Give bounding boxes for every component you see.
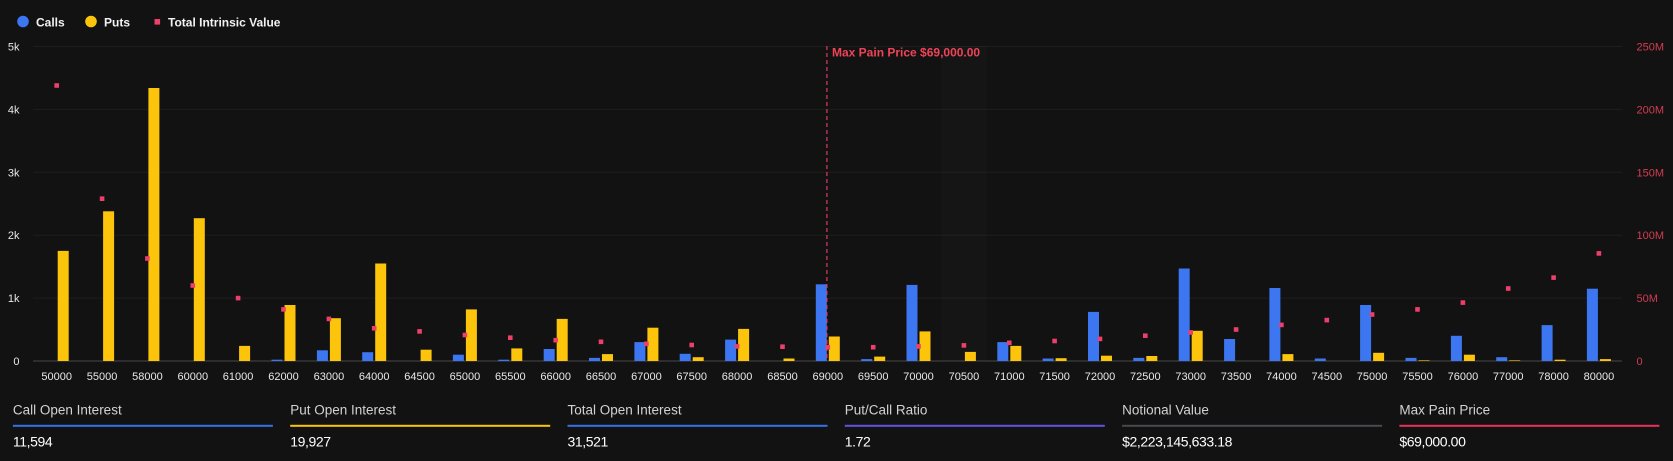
svg-text:Total Open Interest: Total Open Interest — [568, 403, 682, 418]
svg-text:70000: 70000 — [903, 371, 934, 383]
svg-text:62000: 62000 — [268, 371, 299, 383]
svg-text:71500: 71500 — [1039, 371, 1070, 383]
svg-text:72500: 72500 — [1130, 371, 1161, 383]
svg-text:75500: 75500 — [1402, 371, 1433, 383]
svg-text:0: 0 — [1637, 356, 1643, 368]
svg-text:63000: 63000 — [314, 371, 345, 383]
svg-text:80000: 80000 — [1584, 371, 1615, 383]
svg-text:73500: 73500 — [1221, 371, 1252, 383]
svg-text:69500: 69500 — [858, 371, 889, 383]
svg-text:31,521: 31,521 — [568, 434, 609, 450]
svg-text:1k: 1k — [8, 293, 20, 305]
svg-text:66000: 66000 — [540, 371, 571, 383]
svg-text:Put Open Interest: Put Open Interest — [290, 403, 396, 418]
svg-text:50000: 50000 — [41, 371, 72, 383]
svg-text:64500: 64500 — [404, 371, 435, 383]
svg-text:Put/Call Ratio: Put/Call Ratio — [845, 403, 928, 418]
svg-text:74500: 74500 — [1312, 371, 1343, 383]
svg-text:Notional Value: Notional Value — [1122, 403, 1209, 418]
svg-text:Max Pain Price: Max Pain Price — [1399, 403, 1490, 418]
svg-text:74000: 74000 — [1266, 371, 1297, 383]
svg-text:5k: 5k — [8, 42, 20, 54]
svg-text:61000: 61000 — [223, 371, 254, 383]
svg-text:200M: 200M — [1637, 104, 1665, 116]
svg-text:Max Pain Price $69,000.00: Max Pain Price $69,000.00 — [832, 46, 980, 60]
svg-text:65500: 65500 — [495, 371, 526, 383]
svg-text:77000: 77000 — [1493, 371, 1524, 383]
svg-text:73000: 73000 — [1175, 371, 1206, 383]
svg-text:3k: 3k — [8, 167, 20, 179]
svg-text:67500: 67500 — [676, 371, 707, 383]
svg-text:Calls: Calls — [36, 16, 65, 30]
svg-text:67000: 67000 — [631, 371, 662, 383]
svg-text:65000: 65000 — [450, 371, 481, 383]
svg-text:64000: 64000 — [359, 371, 390, 383]
svg-text:Call Open Interest: Call Open Interest — [13, 403, 122, 418]
svg-text:Puts: Puts — [104, 16, 130, 30]
svg-text:19,927: 19,927 — [290, 434, 331, 450]
svg-text:66500: 66500 — [586, 371, 617, 383]
svg-text:78000: 78000 — [1538, 371, 1569, 383]
svg-text:69000: 69000 — [813, 371, 844, 383]
svg-text:70500: 70500 — [949, 371, 980, 383]
svg-text:76000: 76000 — [1448, 371, 1479, 383]
svg-text:$2,223,145,633.18: $2,223,145,633.18 — [1122, 434, 1233, 450]
svg-text:150M: 150M — [1637, 167, 1665, 179]
svg-text:4k: 4k — [8, 104, 20, 116]
svg-text:2k: 2k — [8, 230, 20, 242]
svg-text:250M: 250M — [1637, 42, 1665, 54]
svg-text:55000: 55000 — [87, 371, 118, 383]
svg-text:68500: 68500 — [767, 371, 798, 383]
svg-text:50M: 50M — [1637, 293, 1658, 305]
svg-text:72000: 72000 — [1085, 371, 1116, 383]
svg-text:75000: 75000 — [1357, 371, 1388, 383]
svg-text:$69,000.00: $69,000.00 — [1399, 434, 1466, 450]
svg-text:100M: 100M — [1637, 230, 1665, 242]
svg-text:60000: 60000 — [178, 371, 209, 383]
svg-text:11,594: 11,594 — [13, 434, 53, 450]
svg-text:58000: 58000 — [132, 371, 163, 383]
svg-text:68000: 68000 — [722, 371, 753, 383]
svg-text:0: 0 — [13, 356, 19, 368]
svg-text:71000: 71000 — [994, 371, 1025, 383]
svg-text:Total Intrinsic Value: Total Intrinsic Value — [168, 16, 281, 30]
svg-text:1.72: 1.72 — [845, 434, 871, 450]
